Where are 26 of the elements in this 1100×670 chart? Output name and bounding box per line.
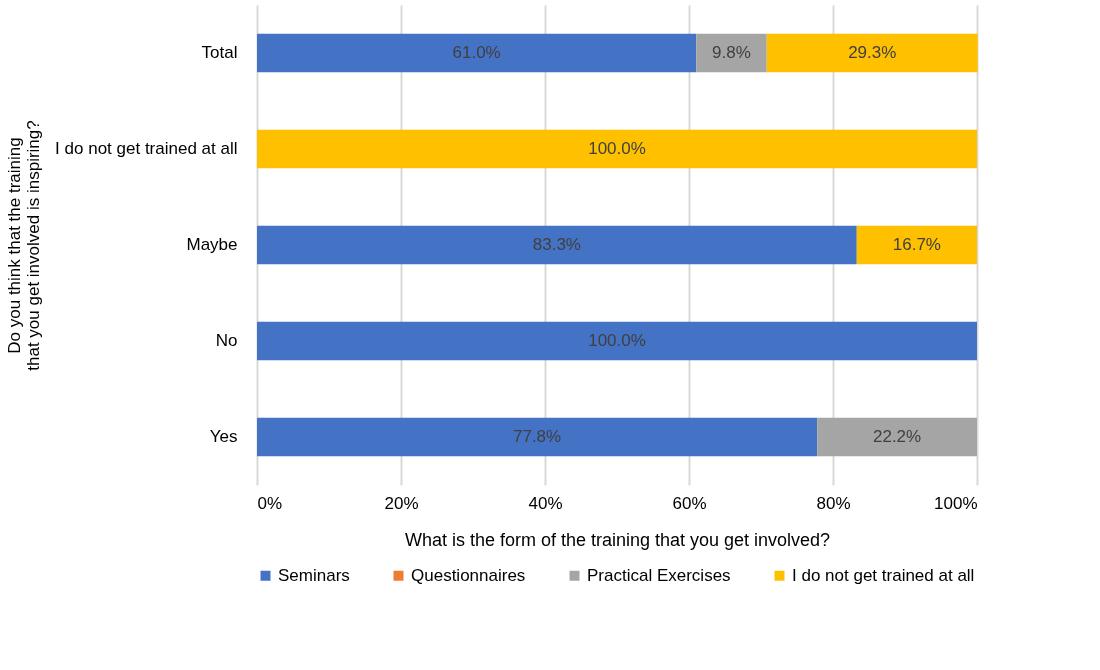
data-label: 22.2% (872, 427, 922, 446)
x-tick-label: 100% (934, 493, 978, 513)
y-tick-label: I do not get trained at all (55, 139, 238, 158)
legend-label: Questionnaires (411, 565, 526, 585)
y-tick-label: No (215, 331, 238, 350)
data-label: 9.8% (712, 43, 751, 62)
x-tick-label: 80% (816, 493, 851, 513)
legend-label: Practical Exercises (587, 565, 731, 585)
x-tick-label: 60% (672, 493, 707, 513)
y-tick-label: Yes (209, 427, 238, 446)
data-label: 16.7% (892, 235, 941, 254)
y-tick-label: Maybe (186, 235, 238, 254)
y-tick-label: Total (201, 43, 238, 62)
data-label: 61.0% (452, 43, 501, 62)
data-label: 29.3% (848, 43, 897, 62)
data-label: 100.0% (588, 139, 646, 158)
legend-label: Seminars (278, 565, 350, 585)
legend-label: I do not get trained at all (792, 565, 975, 585)
x-tick-label: 20% (384, 493, 419, 513)
x-axis-title: What is the form of the training that you get involved? (404, 529, 831, 550)
data-label: 77.8% (512, 427, 562, 446)
x-tick-label: 40% (528, 493, 563, 513)
y-axis-title: Do you think that the training that you get involved is inspiring? (4, 120, 43, 371)
data-label: 100.0% (588, 331, 646, 350)
data-label: 83.3% (532, 235, 581, 254)
x-tick-label: 0% (257, 493, 283, 513)
